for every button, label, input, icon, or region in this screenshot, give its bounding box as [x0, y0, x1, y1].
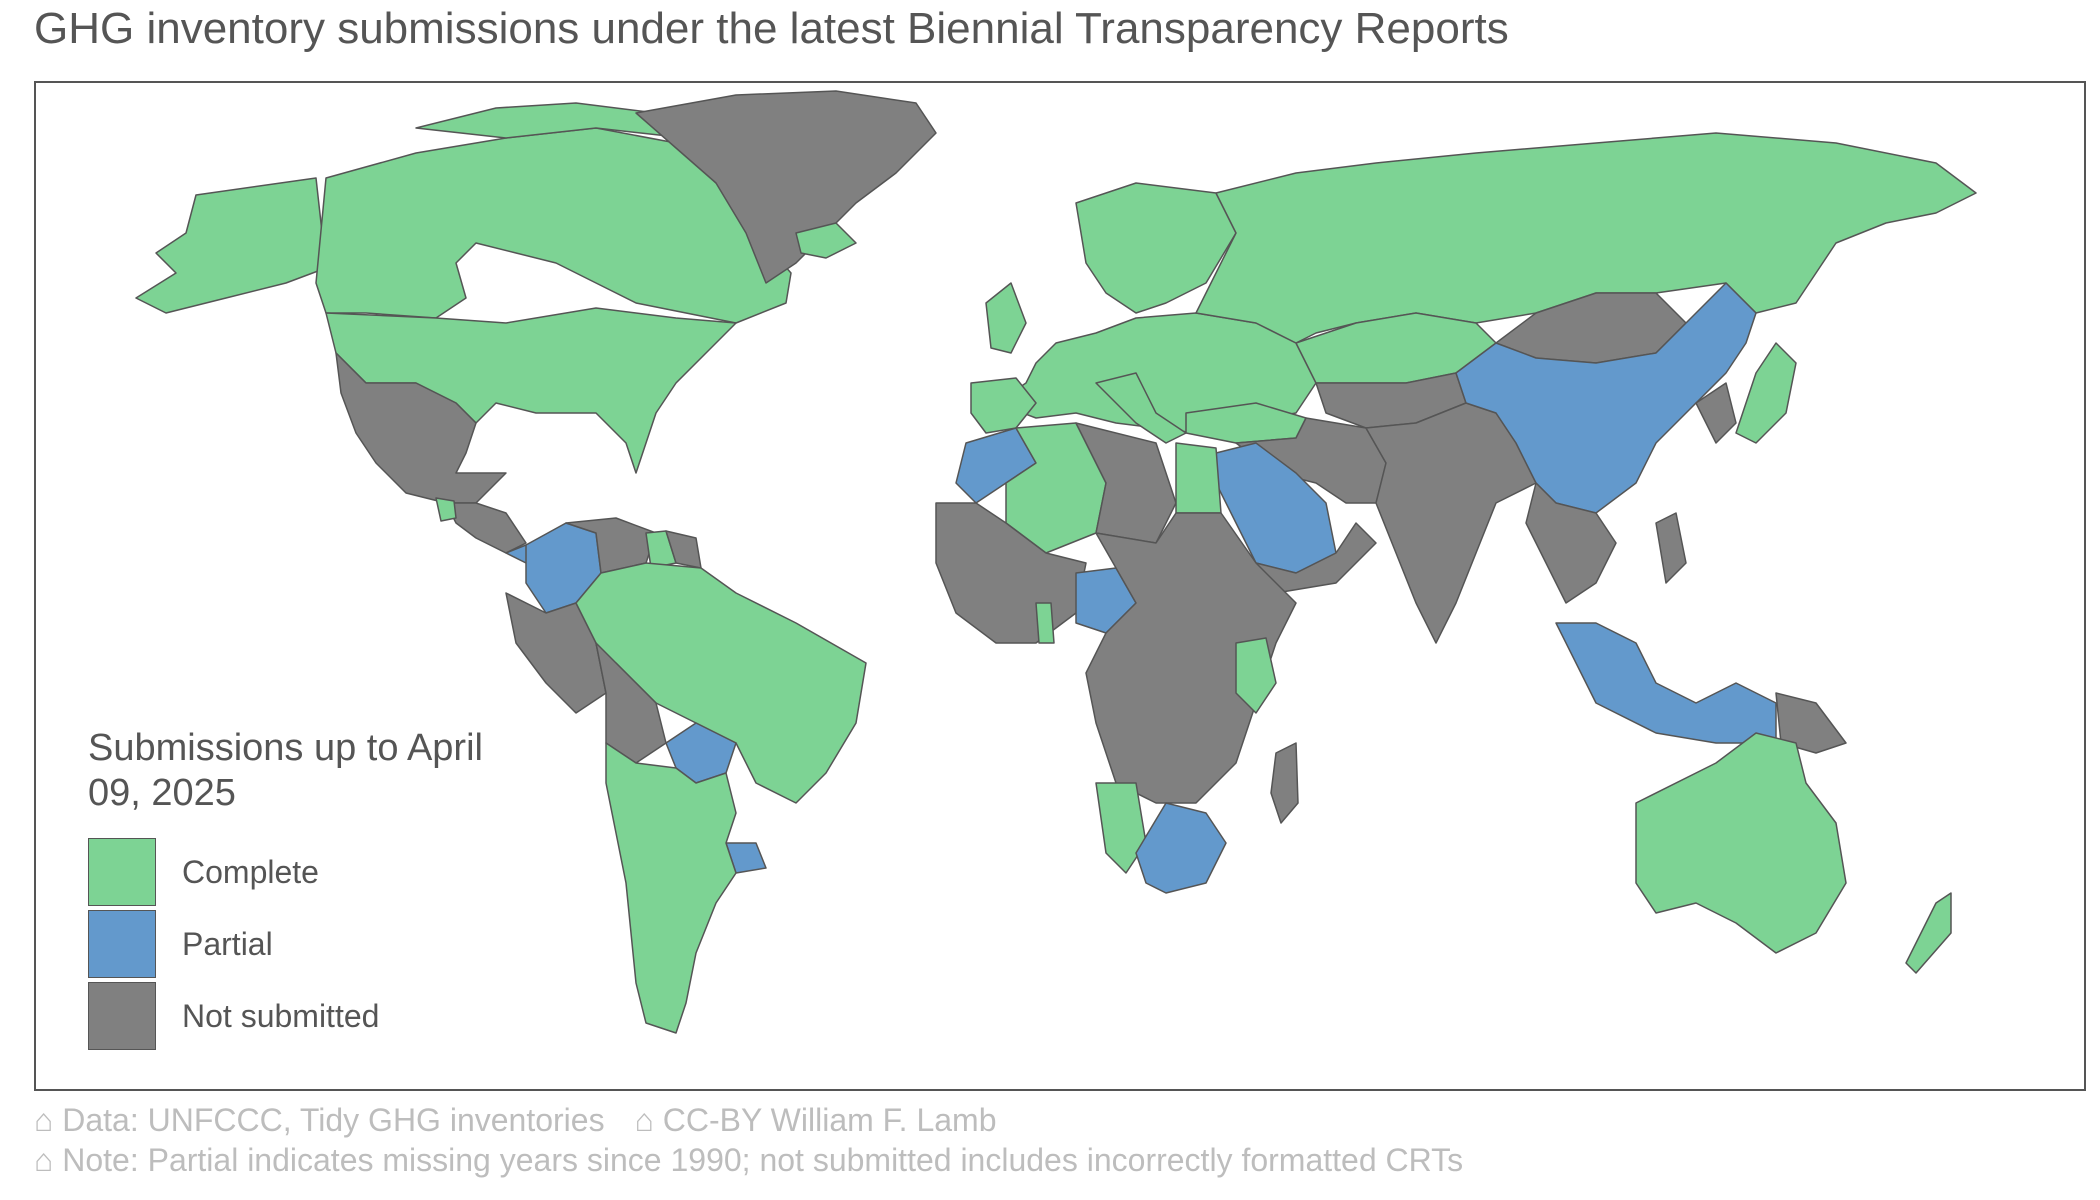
region-china	[1455, 282, 1757, 514]
legend-item-complete: Complete	[88, 838, 508, 906]
region-scandinavia	[1075, 182, 1237, 314]
world-map	[135, 90, 1977, 1034]
region-south-asia	[1365, 402, 1537, 644]
legend-item-partial: Partial	[88, 910, 508, 978]
region-alaska	[135, 177, 327, 314]
region-philippines	[1655, 512, 1687, 584]
region-papua	[1775, 692, 1847, 754]
region-south-africa	[1135, 802, 1227, 894]
region-egypt	[1175, 442, 1222, 514]
footer-note: ⌂ Note: Partial indicates missing years …	[34, 1142, 1464, 1178]
region-iceland	[795, 222, 857, 259]
region-italy-balkans	[1095, 372, 1187, 444]
footer: ⌂ Data: UNFCCC, Tidy GHG inventories ⌂ CC…	[34, 1100, 1463, 1180]
region-russia	[1195, 132, 1977, 344]
legend-label-not-submitted: Not submitted	[182, 997, 380, 1034]
region-greenland	[635, 90, 937, 284]
legend-item-not-submitted: Not submitted	[88, 982, 508, 1050]
region-ghana	[1035, 602, 1055, 644]
map-frame	[34, 81, 2086, 1091]
map-title: GHG inventory submissions under the late…	[34, 4, 1509, 53]
region-mexico	[335, 352, 507, 504]
region-madagascar	[1270, 742, 1299, 824]
legend: Submissions up to April 09, 2025 Complet…	[88, 726, 508, 1050]
footer-data-source: ⌂ Data: UNFCCC, Tidy GHG inventories	[34, 1102, 605, 1138]
region-korea	[1695, 382, 1737, 444]
legend-title: Submissions up to April 09, 2025	[88, 727, 483, 814]
region-bolivia	[595, 642, 667, 764]
footer-license: ⌂ CC-BY William F. Lamb	[634, 1102, 997, 1138]
region-malaysia-indonesia	[1555, 622, 1777, 744]
legend-swatch-not-submitted	[88, 982, 156, 1050]
region-yemen-oman	[1255, 522, 1377, 594]
legend-label-complete: Complete	[182, 853, 319, 890]
region-kenya	[1235, 637, 1277, 714]
legend-swatch-complete	[88, 838, 156, 906]
footer-credits: ⌂ Data: UNFCCC, Tidy GHG inventories ⌂ CC…	[34, 1100, 1463, 1140]
region-new-zealand	[1905, 892, 1952, 974]
region-uk	[985, 282, 1027, 354]
legend-label-partial: Partial	[182, 925, 273, 962]
region-guatemala	[435, 497, 457, 522]
legend-swatch-partial	[88, 910, 156, 978]
region-southeast-asia	[1525, 482, 1617, 604]
region-central-east-africa	[1085, 512, 1297, 804]
region-japan	[1735, 342, 1797, 444]
region-argentina-chile	[605, 742, 737, 1034]
region-namibia	[1095, 782, 1147, 874]
region-central-america	[445, 502, 527, 554]
region-australia	[1635, 732, 1847, 954]
